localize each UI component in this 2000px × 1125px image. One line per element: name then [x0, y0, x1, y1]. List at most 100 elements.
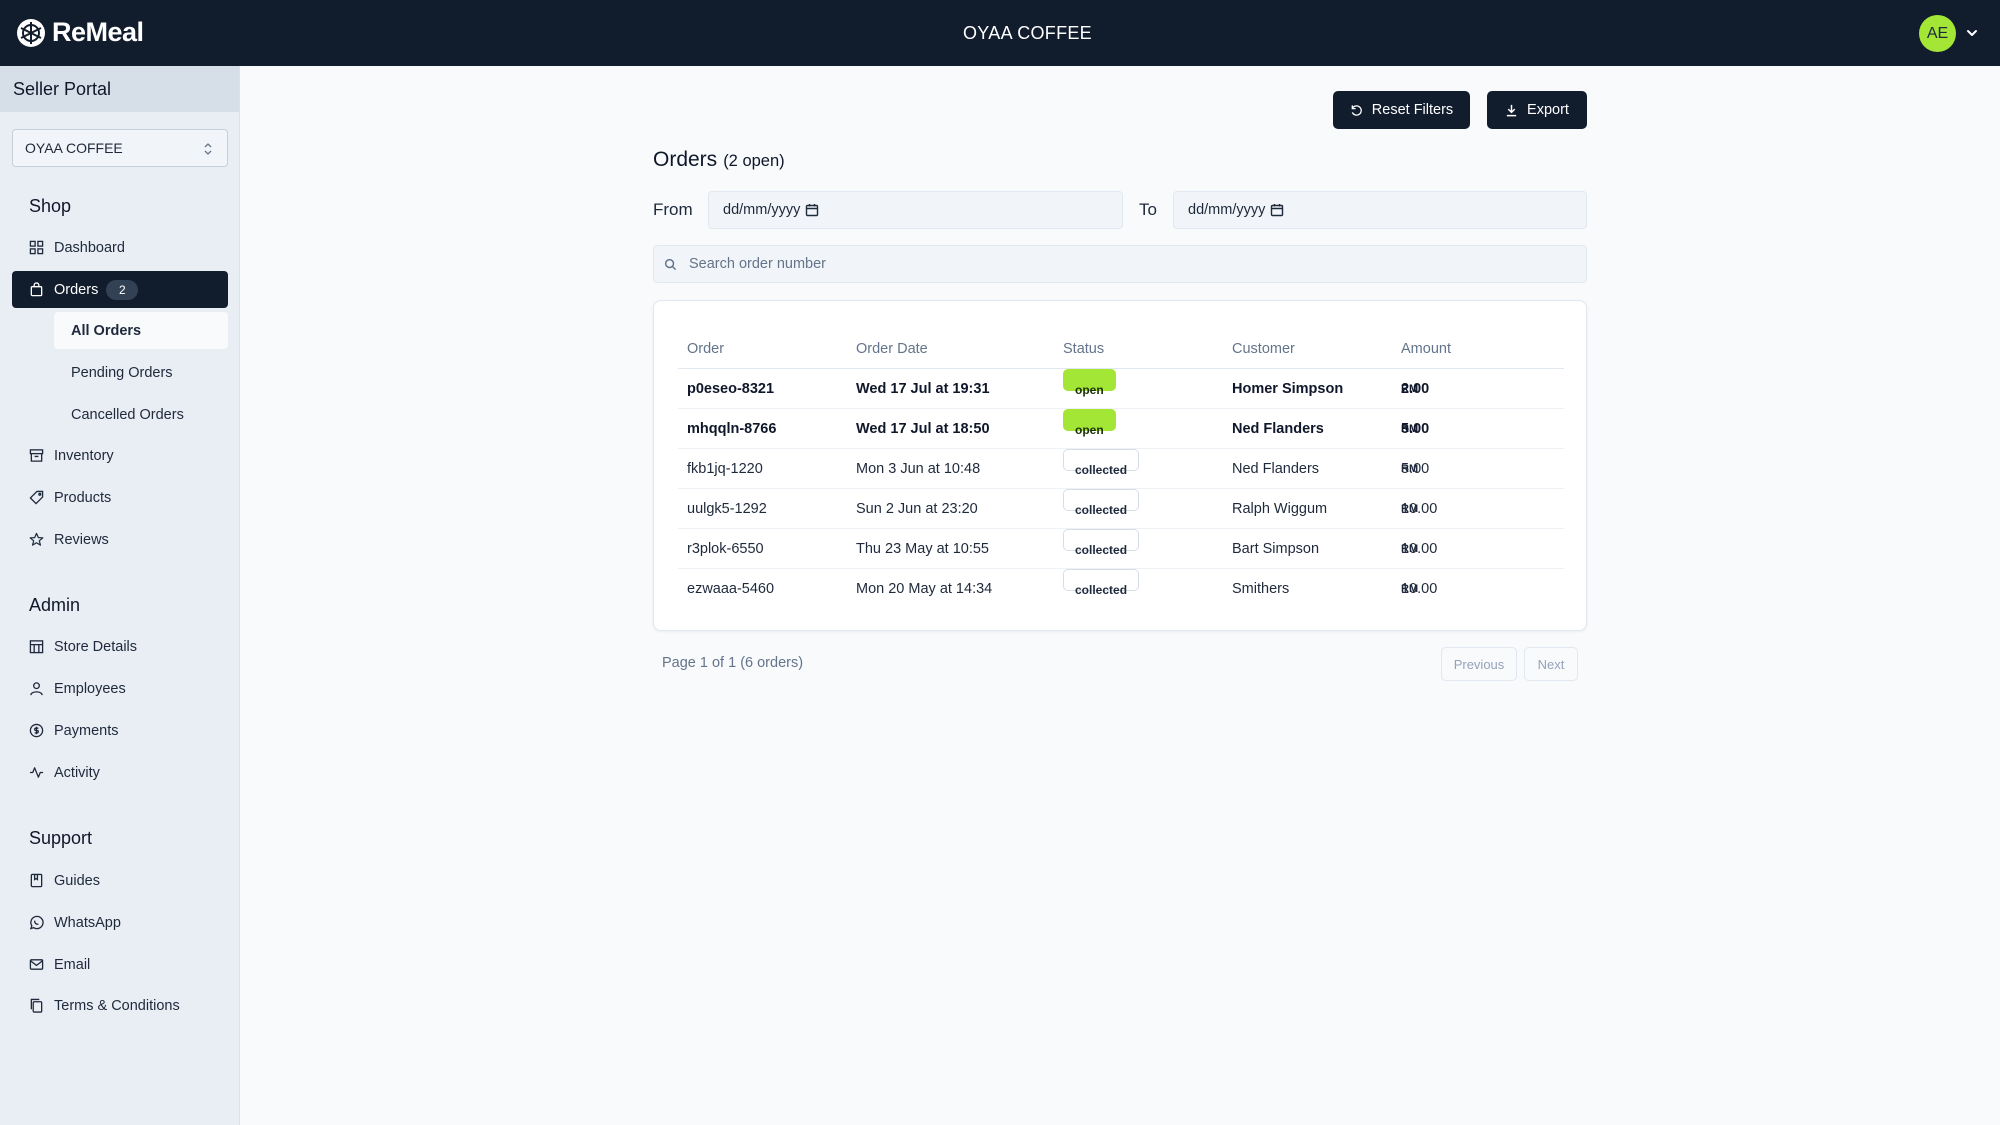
reset-filters-label: Reset Filters [1371, 102, 1454, 118]
activity-icon [29, 767, 44, 778]
customer-name: Homer Simpson [1232, 381, 1344, 397]
sidebar-item-label: Terms & Conditions [54, 997, 180, 1014]
chevron-down-icon[interactable] [1964, 25, 1980, 41]
sidebar-item-dashboard[interactable]: Dashboard [12, 229, 228, 266]
sidebar-item-label: Employees [54, 680, 126, 697]
column-header-amount[interactable]: Amount [1401, 341, 1451, 357]
portal-title: Seller Portal [0, 66, 239, 112]
order-number[interactable]: p0eseo-8321 [687, 381, 775, 397]
sidebar-item-reviews[interactable]: Reviews [12, 521, 228, 558]
next-button[interactable]: Next [1524, 647, 1578, 681]
status-badge: collected [1063, 449, 1140, 477]
remeal-logo-icon [17, 18, 45, 47]
column-header-status[interactable]: Status [1063, 341, 1105, 357]
sidebar-item-label: Activity [54, 764, 100, 781]
currency-label: RM [1401, 583, 1419, 595]
star-icon [29, 532, 44, 546]
chevron-updown-icon [204, 143, 212, 155]
sidebar-item-terms[interactable]: Terms & Conditions [12, 987, 228, 1024]
sidebar-item-label: Dashboard [54, 239, 125, 256]
column-header-customer[interactable]: Customer [1232, 341, 1295, 357]
order-number[interactable]: uulgk5-1292 [687, 501, 767, 517]
search-placeholder: Search order number [689, 256, 827, 272]
sidebar-item-products[interactable]: Products [12, 479, 228, 516]
sidebar-item-label: Email [54, 956, 91, 973]
currency-label: RM [1401, 503, 1419, 515]
order-number[interactable]: ezwaaa-5460 [687, 581, 775, 597]
sidebar-item-email[interactable]: Email [12, 946, 228, 983]
sidebar-item-store-details[interactable]: Store Details [12, 628, 228, 665]
app-name: ReMeal [52, 17, 144, 47]
orders-table: Order Order Date Status Customer Amount … [653, 300, 1587, 631]
sidebar-item-cancelled-orders[interactable]: Cancelled Orders [71, 406, 184, 423]
status-badge: collected [1063, 489, 1140, 517]
app-logo[interactable]: ReMeal [16, 17, 144, 48]
top-bar: ReMeal OYAA COFFEE AE [0, 0, 2000, 66]
sidebar: Seller Portal OYAA COFFEE Shop Dashboard… [0, 66, 240, 1125]
sidebar-item-orders[interactable]: Orders 2 [12, 271, 228, 308]
user-icon [30, 682, 43, 696]
customer-name: Smithers [1232, 581, 1290, 597]
sidebar-item-inventory[interactable]: Inventory [12, 437, 228, 474]
table-row[interactable]: uulgk5-1292 Sun 2 Jun at 23:20 collected Ra… [678, 489, 1564, 529]
status-badge: open [1063, 369, 1116, 397]
currency-label: RM [1401, 423, 1419, 435]
column-header-order[interactable]: Order [687, 341, 725, 357]
table-row[interactable]: fkb1jq-1220 Mon 3 Jun at 10:48 collected Ne… [678, 449, 1564, 489]
sidebar-item-all-orders[interactable]: All Orders [54, 312, 228, 349]
status-badge: collected [1063, 529, 1140, 557]
sidebar-item-label: Inventory [54, 447, 114, 464]
export-button[interactable]: Export [1487, 91, 1587, 129]
sidebar-item-whatsapp[interactable]: WhatsApp [12, 904, 228, 941]
sidebar-item-label: Payments [54, 722, 119, 739]
store-title: OYAA COFFEE [963, 23, 1092, 43]
sidebar-item-payments[interactable]: Payments [12, 712, 228, 749]
page-title: Orders (2 open) [653, 148, 785, 172]
order-date: Wed 17 Jul at 19:31 [856, 381, 990, 397]
export-label: Export [1527, 102, 1569, 118]
shopping-bag-icon [30, 282, 43, 297]
store-select[interactable]: OYAA COFFEE [12, 129, 228, 167]
to-date-input[interactable]: dd/mm/yyyy [1173, 191, 1587, 229]
coins-icon [29, 723, 44, 738]
section-title-shop: Shop [29, 196, 72, 216]
search-input[interactable]: Search order number [653, 245, 1587, 283]
amount-value: 5.00 [1401, 421, 1430, 437]
order-number[interactable]: fkb1jq-1220 [687, 461, 763, 477]
status-badge: open [1063, 409, 1116, 437]
table-row[interactable]: ezwaaa-5460 Mon 20 May at 14:34 collected S… [678, 569, 1564, 609]
section-title-support: Support [29, 828, 93, 848]
orders-count-badge: 2 [106, 279, 139, 300]
amount-value: 10.00 [1401, 541, 1438, 557]
order-number[interactable]: r3plok-6550 [687, 541, 764, 557]
from-date-value: dd/mm/yyyy [723, 202, 801, 218]
customer-name: Ralph Wiggum [1232, 501, 1328, 517]
orders-heading: Orders [653, 148, 718, 171]
order-date: Thu 23 May at 10:55 [856, 541, 989, 557]
amount-value: 5.00 [1401, 461, 1430, 477]
pagination-info: Page 1 of 1 (6 orders) [662, 655, 804, 671]
archive-icon [29, 449, 44, 462]
reset-filters-button[interactable]: Reset Filters [1333, 91, 1470, 129]
from-date-input[interactable]: dd/mm/yyyy [708, 191, 1123, 229]
calendar-icon[interactable] [1270, 203, 1284, 217]
sidebar-item-employees[interactable]: Employees [12, 670, 228, 707]
sidebar-item-guides[interactable]: Guides [12, 862, 228, 899]
sidebar-item-activity[interactable]: Activity [12, 754, 228, 791]
sidebar-item-pending-orders[interactable]: Pending Orders [71, 364, 173, 381]
calendar-icon[interactable] [805, 203, 819, 217]
table-row[interactable]: p0eseo-8321 Wed 17 Jul at 19:31 open Homer … [678, 369, 1564, 409]
order-number[interactable]: mhqqln-8766 [687, 421, 777, 437]
to-label: To [1139, 200, 1157, 219]
reset-icon [1351, 104, 1362, 116]
table-row[interactable]: r3plok-6550 Thu 23 May at 10:55 collected B… [678, 529, 1564, 569]
table-row[interactable]: mhqqln-8766 Wed 17 Jul at 18:50 open Ned Fl… [678, 409, 1564, 449]
mail-icon [29, 959, 44, 970]
previous-button[interactable]: Previous [1441, 647, 1517, 681]
to-date-value: dd/mm/yyyy [1188, 202, 1266, 218]
sidebar-item-label: Guides [54, 872, 100, 889]
column-header-order-date[interactable]: Order Date [856, 341, 928, 357]
from-label: From [653, 200, 693, 219]
avatar[interactable]: AE [1919, 15, 1956, 52]
order-date: Mon 3 Jun at 10:48 [856, 461, 981, 477]
